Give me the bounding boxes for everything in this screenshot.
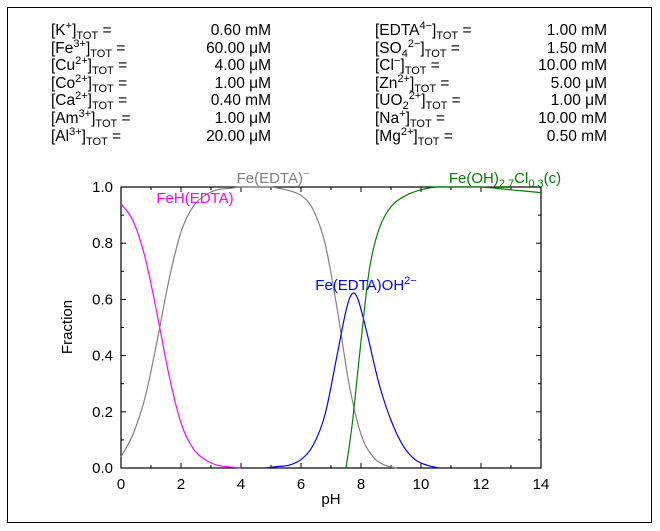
y-tick-label: 0.0 [92, 460, 113, 477]
series-line-fe-oh-cl-solid [345, 186, 542, 469]
y-axis-label: Fraction [59, 300, 76, 354]
x-axis-label: pH [321, 491, 340, 508]
series-lines [120, 186, 542, 469]
series-labels: FeH(EDTA)Fe(EDTA)− Fe(EDTA)OH2− Fe(OH)2.7C… [156, 168, 561, 294]
series-label-fe-edta-oh: Fe(EDTA)OH2− [315, 275, 416, 294]
concentration-value: 1.00 μM [550, 92, 607, 110]
series-label-fe-edta: Fe(EDTA)− [237, 168, 310, 187]
concentration-value: 0.60 mM [210, 22, 271, 39]
x-tick-label: 8 [357, 476, 365, 493]
concentration-value: 1.00 μM [214, 74, 271, 92]
concentration-value: 20.00 μM [206, 127, 271, 145]
species-label: [Na+]TOT = [375, 107, 446, 130]
x-tick-label: 12 [473, 476, 490, 493]
y-tick-label: 0.4 [92, 348, 113, 365]
series-line-feh-edta [120, 203, 242, 469]
species-label: [Co2+]TOT = [51, 72, 128, 95]
concentration-value: 10.00 mM [538, 57, 607, 75]
y-tick-label: 1.0 [92, 179, 113, 196]
concentration-value: 10.00 mM [538, 109, 607, 127]
species-label: [Al3+]TOT = [51, 125, 122, 148]
plot-area [120, 186, 542, 469]
y-axis-ticks: 0.0 0.2 0.4 0.6 0.8 1.0 [92, 179, 541, 477]
series-label-fe-oh-cl-solid: Fe(OH)2.7Cl0.3(c) [449, 170, 561, 190]
concentration-value: 1.00 μM [214, 109, 271, 127]
y-tick-label: 0.6 [92, 291, 113, 308]
concentration-value: 1.00 mM [546, 22, 607, 39]
x-tick-label: 14 [533, 476, 550, 493]
species-label: [UO22+]TOT = [375, 90, 461, 113]
species-label: [SO42−]TOT = [375, 37, 460, 60]
series-label-feh-edta: FeH(EDTA) [156, 190, 233, 207]
y-tick-label: 0.8 [92, 235, 113, 252]
concentration-value: 60.00 μM [206, 39, 271, 57]
concentration-value: 1.50 mM [546, 39, 607, 57]
species-label: [Ca2+]TOT = [51, 90, 128, 113]
figure-frame [7, 7, 652, 523]
series-line-fe-edta [120, 186, 398, 469]
species-label: [Mg2+]TOT = [375, 125, 453, 148]
concentration-value: 0.40 mM [210, 92, 271, 110]
species-label: [Cl−]TOT = [375, 55, 440, 78]
species-label: [Fe3+]TOT = [51, 37, 126, 60]
concentration-value: 4.00 μM [214, 57, 271, 75]
species-label: [Zn2+]TOT = [375, 72, 450, 95]
concentration-value: 5.00 μM [550, 74, 607, 92]
series-line-fe-edta-oh [264, 292, 440, 469]
x-tick-label: 6 [297, 476, 305, 493]
x-tick-label: 2 [177, 476, 185, 493]
species-label: [EDTA4−]TOT = [375, 20, 472, 42]
species-label: [K+]TOT = [51, 20, 112, 42]
species-label: [Cu2+]TOT = [51, 55, 128, 78]
x-tick-label: 10 [413, 476, 430, 493]
x-tick-label: 0 [117, 476, 125, 493]
species-label: [Am3+]TOT = [51, 107, 131, 130]
x-tick-label: 4 [237, 476, 245, 493]
concentration-value: 0.50 mM [546, 127, 607, 145]
x-axis-ticks: 0 2 4 6 8 10 12 14 [117, 187, 550, 493]
y-tick-label: 0.2 [92, 404, 113, 421]
